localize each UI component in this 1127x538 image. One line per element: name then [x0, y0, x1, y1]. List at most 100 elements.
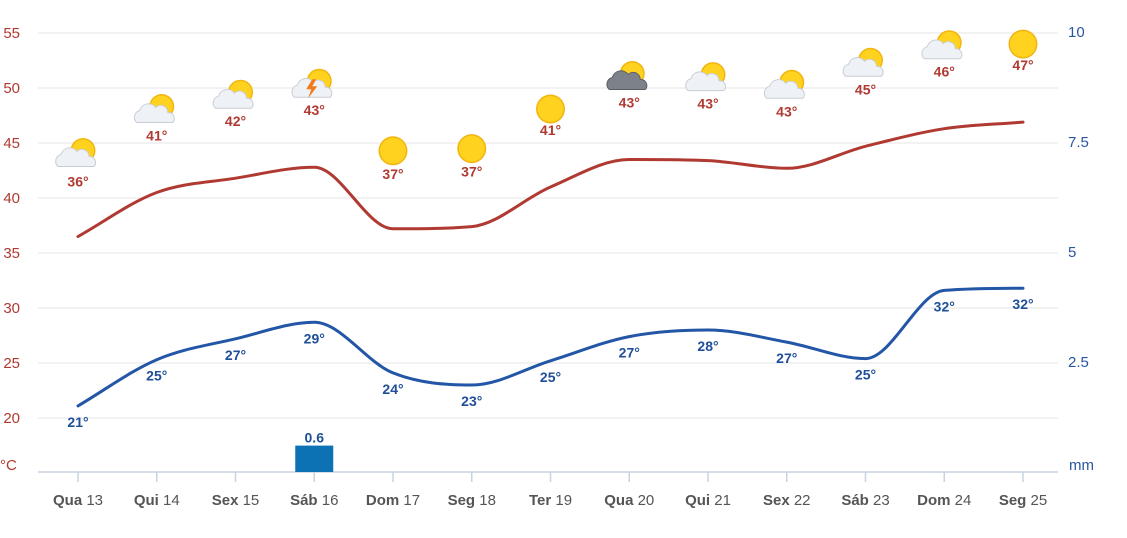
x-tick-label: Seg 25: [999, 492, 1047, 509]
cloud-shape: [685, 71, 726, 92]
x-tick-label: Sex 15: [212, 492, 260, 509]
x-tick-date: 20: [638, 492, 655, 509]
x-tick-label: Qui 14: [134, 492, 180, 509]
sun-disc: [458, 135, 485, 162]
max-temp-line: [76, 120, 1025, 238]
min-temp-line: [76, 286, 1025, 408]
dark-cloud-sun-icon: [606, 61, 648, 90]
x-tick-day: Dom: [917, 492, 955, 509]
min-temp-label: 27°: [619, 345, 640, 361]
y-right-tick: 10: [1068, 24, 1085, 41]
min-temp-label: 24°: [382, 381, 403, 397]
max-temp-label: 47°: [1012, 57, 1033, 73]
x-tick-label: Sex 22: [763, 492, 811, 509]
x-tick-label: Sáb 23: [841, 492, 889, 509]
x-tick-date: 18: [479, 492, 496, 509]
axes: 55 50 45 40 35 30 25 20 10 7.5 5 2.5 °C mm Qua 13 Qui 1…: [0, 24, 1094, 509]
x-tick-day: Seg: [448, 492, 480, 509]
max-temp-label: 43°: [619, 95, 640, 111]
thunderstorm-icon: [291, 68, 333, 99]
x-tick-date: 15: [243, 492, 260, 509]
sunny-icon: [378, 136, 408, 166]
x-tick-label: Sáb 16: [290, 492, 338, 509]
x-tick-day: Qua: [604, 492, 637, 509]
x-tick-day: Ter: [529, 492, 555, 509]
min-temp-label: 21°: [67, 414, 88, 430]
min-temp-label: 29°: [304, 330, 325, 346]
partly-cloudy-icon: [842, 47, 884, 77]
x-tick-date: 22: [794, 492, 811, 509]
precip-bar: [295, 445, 334, 472]
x-tick-day: Qua: [53, 492, 86, 509]
y-left-tick: 50: [3, 80, 20, 97]
precip-label: 0.6: [305, 430, 325, 446]
cloud-shape: [842, 57, 884, 77]
max-temp-label: 37°: [461, 164, 482, 180]
x-tick-date: 13: [86, 492, 103, 509]
min-temp-label: 32°: [1012, 296, 1033, 312]
x-tick-day: Sáb: [841, 492, 873, 509]
min-temp-label: 27°: [776, 350, 797, 366]
y-left-tick: 40: [3, 190, 20, 207]
min-temp-label: 32°: [934, 298, 955, 314]
max-temp-label: 41°: [146, 128, 167, 144]
y-left-tick: 30: [3, 300, 20, 317]
sun-disc: [1010, 31, 1036, 58]
y-right-unit: mm: [1069, 457, 1094, 474]
cloud-shape: [212, 88, 254, 109]
x-tick-day: Sex: [212, 492, 243, 509]
y-right-tick: 5: [1068, 244, 1076, 261]
lightning-bolt: [306, 79, 318, 99]
partly-cloudy-icon: [133, 94, 175, 123]
x-tick-date: 21: [714, 492, 731, 509]
max-temp-label: 36°: [67, 174, 88, 190]
x-tick-day: Qui: [134, 492, 163, 509]
max-temp-label: 45°: [855, 81, 876, 97]
cloud-shape: [606, 70, 648, 90]
max-temp-label: 46°: [934, 64, 955, 80]
max-temp-label: 43°: [776, 103, 797, 119]
partly-cloudy-icon: [921, 30, 963, 60]
sun-disc: [380, 137, 406, 164]
y-left-tick: 35: [3, 245, 20, 262]
y-left-tick: 45: [3, 135, 20, 152]
cloud-shape: [55, 147, 96, 167]
y-right-tick: 7.5: [1068, 134, 1089, 151]
min-temp-label: 25°: [540, 369, 561, 385]
precipitation-bars: [295, 445, 334, 472]
sunny-icon: [1008, 29, 1038, 59]
weather-icons: [55, 29, 1038, 167]
x-tick-date: 17: [403, 492, 420, 509]
cloud-shape: [921, 39, 963, 60]
gridlines: [38, 32, 1058, 419]
cloud-shape: [763, 79, 805, 99]
y-left-tick: 20: [3, 410, 20, 427]
sunny-icon: [536, 94, 565, 124]
min-temp-label: 27°: [225, 347, 246, 363]
data-labels: 0.6 36° 41° 42° 43° 37° 37° 41° 43° 43° 43° 45° 46° 4…: [67, 57, 1033, 446]
x-tick-label: Qua 13: [53, 492, 103, 509]
x-tick-label: Qua 20: [604, 492, 654, 509]
x-tick-label: Ter 19: [529, 492, 572, 509]
max-temp-label: 41°: [540, 122, 561, 138]
y-left-unit: °C: [0, 457, 17, 474]
x-tick-day: Dom: [366, 492, 404, 509]
min-temp-label: 28°: [697, 338, 718, 354]
y-left-tick: 55: [3, 25, 20, 42]
temperature-lines: [76, 120, 1025, 408]
y-right-tick: 2.5: [1068, 354, 1089, 371]
partly-cloudy-icon: [763, 69, 805, 99]
max-temp-label: 37°: [382, 166, 403, 182]
x-tick-date: 14: [163, 492, 180, 509]
sunny-icon: [457, 134, 487, 164]
x-tick-label: Dom 24: [917, 492, 971, 509]
x-tick-date: 24: [955, 492, 972, 509]
min-temp-label: 25°: [146, 368, 167, 384]
x-tick-day: Sex: [763, 492, 794, 509]
partly-cloudy-icon: [212, 79, 254, 109]
max-temp-label: 42°: [225, 113, 246, 129]
cloud-shape: [133, 103, 175, 123]
min-temp-label: 25°: [855, 367, 876, 383]
partly-cloudy-icon: [685, 62, 726, 92]
x-tick-date: 16: [322, 492, 339, 509]
